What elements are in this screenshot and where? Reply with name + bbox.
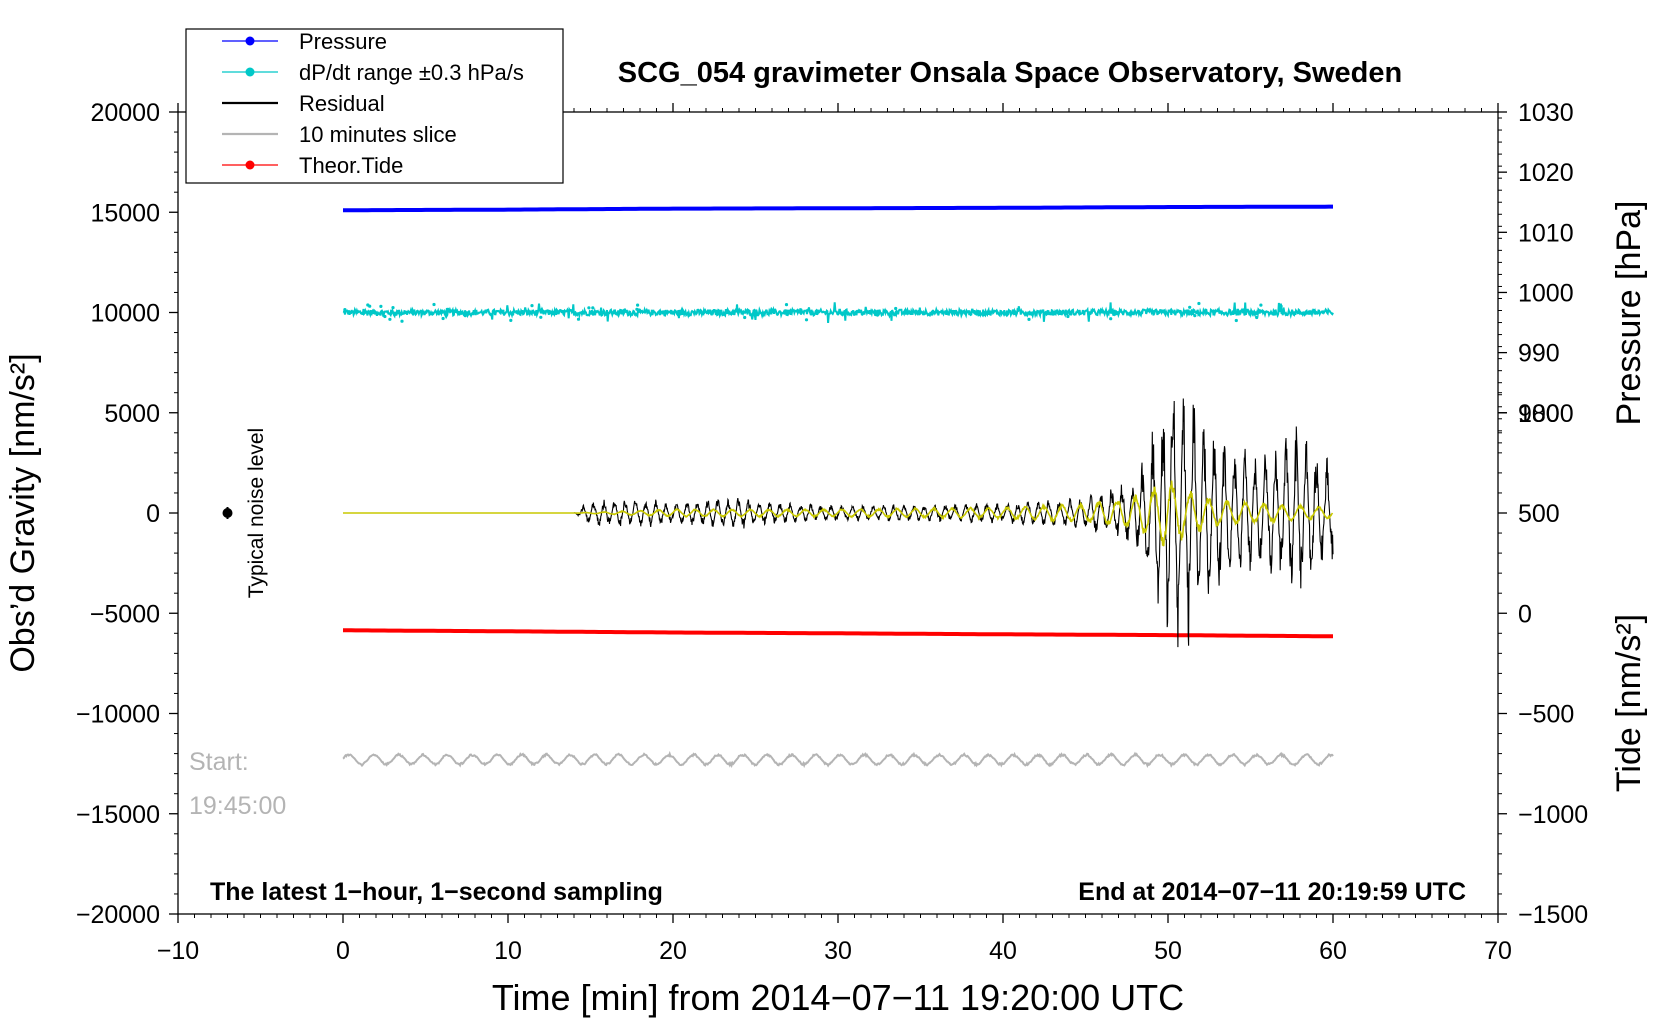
pressure-tick-label: 980 [1518, 400, 1560, 428]
legend-label: 10 minutes slice [299, 122, 457, 147]
dpdt-point [587, 306, 591, 310]
dpdt-point [1193, 314, 1197, 318]
legend-marker [245, 36, 255, 46]
end-time-annotation: End at 2014−07−11 20:19:59 UTC [1078, 878, 1466, 906]
x-tick-label: 70 [1484, 937, 1512, 965]
dpdt-point [576, 317, 581, 321]
y-tick-label: 10000 [90, 300, 160, 328]
x-tick-label: 60 [1319, 937, 1347, 965]
y-tick-label: 15000 [90, 199, 160, 227]
x-tick-label: −10 [157, 937, 199, 965]
dpdt-point [959, 309, 963, 313]
x-tick-label: 30 [824, 937, 852, 965]
dpdt-point [743, 315, 747, 320]
tide-tick-label: 0 [1518, 600, 1532, 628]
legend-label: dP/dt range ±0.3 hPa/s [299, 60, 524, 85]
dpdt-point [635, 307, 639, 311]
dpdt-point [1027, 317, 1031, 321]
x-tick-label: 10 [494, 937, 522, 965]
dpdt-point [445, 307, 449, 311]
y-tick-label: −20000 [76, 901, 160, 929]
dpdt-point [1237, 311, 1241, 315]
dpdt-point [1234, 318, 1238, 323]
dpdt-point [983, 311, 987, 315]
dpdt-point [784, 303, 789, 307]
pressure-line [343, 204, 1333, 213]
y-axis-label-pressure: Pressure [hPa] [1610, 201, 1648, 426]
tide-tick-label: 500 [1518, 500, 1560, 528]
dpdt-point [509, 318, 513, 322]
dpdt-point [343, 308, 347, 312]
y-tick-label: −15000 [76, 801, 160, 829]
dpdt-point [1109, 317, 1113, 321]
dpdt-point [463, 314, 467, 318]
dpdt-point [735, 307, 740, 312]
y-tick-label: 0 [146, 500, 160, 528]
x-tick-label: 50 [1154, 937, 1182, 965]
dpdt-point [539, 315, 543, 319]
x-axis-label: Time [min] from 2014−07−11 19:20:00 UTC [492, 977, 1184, 1018]
chart-title: SCG_054 gravimeter Onsala Space Observat… [618, 57, 1402, 89]
dpdt-point [432, 302, 436, 307]
legend: Pressure dP/dt range ±0.3 hPa/s Residual 10… [185, 28, 564, 184]
theor-tide-line [343, 628, 1333, 639]
dpdt-point [1188, 305, 1192, 309]
dpdt-point [400, 319, 404, 323]
dpdt-point [1197, 301, 1201, 306]
legend-box [185, 28, 564, 184]
dpdt-band [342, 302, 1334, 323]
pressure-tick-label: 1000 [1518, 279, 1574, 307]
dpdt-point [799, 308, 803, 312]
tide-tick-label: −1000 [1518, 801, 1588, 829]
noise-level-label: Typical noise level [245, 428, 268, 598]
start-time: 19:45:00 [189, 792, 286, 820]
x-tick-label: 20 [659, 937, 687, 965]
legend-label: Theor.Tide [299, 153, 403, 178]
dpdt-point [591, 306, 595, 310]
dpdt-point [391, 306, 395, 310]
start-label: Start: [189, 748, 249, 776]
y-axis-label-tide: Tide [nm/s²] [1610, 614, 1648, 792]
tide-tick-label: −500 [1518, 701, 1574, 729]
tide-tick-label: −1500 [1518, 901, 1588, 929]
dpdt-point [804, 318, 809, 322]
legend-label: Pressure [299, 29, 387, 54]
axes: −10 0 10 20 30 40 50 60 7020000150001000050000−5… [76, 99, 1588, 965]
dpdt-point [873, 312, 878, 317]
dpdt-point [636, 303, 640, 307]
legend-marker [245, 160, 255, 170]
dpdt-point [1259, 303, 1263, 307]
dpdt-point [1066, 314, 1070, 319]
dpdt-point [388, 317, 392, 321]
dpdt-point [894, 306, 898, 311]
y-tick-label: 5000 [104, 400, 160, 428]
x-tick-label: 40 [989, 937, 1017, 965]
pressure-tick-label: 1030 [1518, 99, 1574, 127]
x-tick-label: 0 [336, 937, 350, 965]
pressure-tick-label: 990 [1518, 340, 1560, 368]
dpdt-point [368, 304, 372, 308]
y-axis-label-gravity: Obs’d Gravity [nm/s²] [4, 353, 42, 672]
dpdt-point [1279, 304, 1283, 308]
dpdt-point [1255, 315, 1259, 320]
sampling-annotation: The latest 1−hour, 1−second sampling [210, 878, 663, 906]
y-tick-label: −10000 [76, 701, 160, 729]
legend-marker [245, 67, 255, 77]
pressure-tick-label: 1020 [1518, 159, 1574, 187]
dpdt-point [383, 314, 387, 319]
filtered-line [343, 480, 1334, 547]
legend-label: Residual [299, 91, 385, 116]
y-tick-label: 20000 [90, 99, 160, 127]
dpdt-point [441, 316, 445, 321]
tide-tick-label: 1000 [1518, 400, 1574, 428]
ten-minute-slice-line [342, 750, 1334, 769]
dpdt-point [530, 304, 534, 308]
plot-traces [342, 204, 1334, 769]
legend-items: Pressure dP/dt range ±0.3 hPa/s Residual 10… [222, 29, 524, 178]
dpdt-point [379, 304, 383, 308]
y-tick-label: −5000 [90, 600, 160, 628]
pressure-tick-label: 1010 [1518, 219, 1574, 247]
